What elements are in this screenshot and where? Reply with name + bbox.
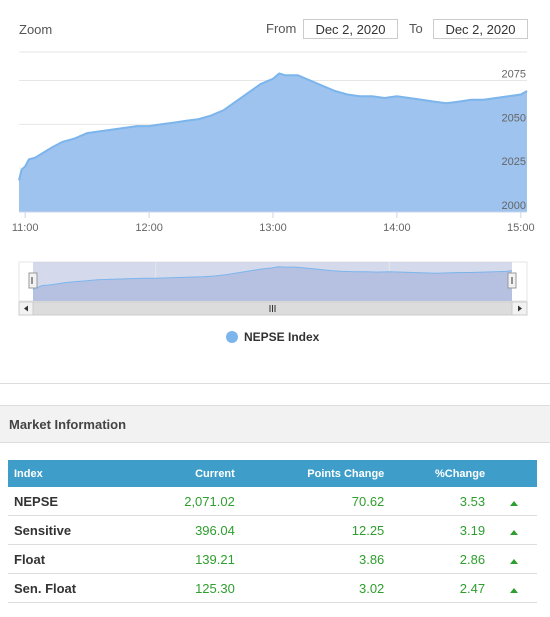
y-tick-label: 2075	[502, 69, 526, 81]
header-trend	[491, 460, 537, 487]
trend-cell	[491, 515, 537, 545]
trend-cell	[491, 544, 537, 574]
table-row: Sensitive 396.04 12.25 3.19	[8, 515, 537, 545]
header-pct-change: %Change	[390, 460, 492, 487]
current-value: 396.04	[114, 515, 241, 545]
to-label: To	[409, 21, 423, 36]
market-information-title: Market Information	[9, 417, 127, 432]
index-name: NEPSE	[8, 487, 115, 516]
legend-label[interactable]: NEPSE Index	[244, 330, 320, 344]
x-axis: 11:00 12:00 13:00 14:00 15:00	[12, 212, 535, 234]
current-value: 139.21	[114, 544, 241, 574]
legend[interactable]: NEPSE Index	[226, 330, 319, 344]
points-change: 3.86	[240, 544, 391, 574]
y-axis: 2000 2025 2050 2075	[502, 69, 526, 212]
up-arrow-icon	[510, 587, 519, 593]
x-tick-label: 13:00	[259, 222, 287, 234]
header-index: Index	[8, 460, 115, 487]
pct-change: 2.86	[390, 544, 492, 574]
x-tick-label: 15:00	[507, 222, 535, 234]
up-arrow-icon	[510, 500, 519, 506]
pct-change: 3.19	[390, 515, 492, 545]
up-arrow-icon	[510, 558, 519, 564]
chart-container: Zoom From Dec 2, 2020 To Dec 2, 2020 11:…	[12, 19, 535, 344]
table-row: Sen. Float 125.30 3.02 2.47	[8, 573, 537, 603]
header-points-change: Points Change	[240, 460, 391, 487]
table-row: NEPSE 2,071.02 70.62 3.53	[8, 487, 537, 516]
points-change: 3.02	[240, 573, 391, 603]
price-chart: 11:00 12:00 13:00 14:00 15:00 20002025205020…	[12, 51, 535, 316]
scrollbar[interactable]	[18, 301, 528, 316]
up-arrow-icon	[510, 529, 519, 535]
trend-cell	[491, 573, 537, 603]
x-tick-label: 14:00	[383, 222, 411, 234]
series-line	[18, 72, 528, 181]
zoom-label: Zoom	[19, 22, 53, 37]
pct-change: 2.47	[390, 573, 492, 603]
scroll-left-arrow-icon[interactable]	[24, 305, 28, 312]
index-name: Sensitive	[8, 515, 115, 545]
points-change: 12.25	[240, 515, 391, 545]
navigator-left-handle[interactable]	[28, 272, 38, 289]
legend-marker-icon	[226, 331, 238, 343]
index-name: Float	[8, 544, 115, 574]
y-tick-label: 2025	[502, 156, 526, 168]
index-name: Sen. Float	[8, 573, 115, 603]
section-divider	[0, 383, 550, 384]
pct-change: 3.53	[390, 487, 492, 516]
trend-cell	[491, 487, 537, 516]
scroll-right-arrow-icon[interactable]	[518, 305, 522, 312]
market-table: Index Current Points Change %Change NEPS…	[8, 460, 537, 603]
from-date-input[interactable]: Dec 2, 2020	[303, 19, 398, 39]
table-row: Float 139.21 3.86 2.86	[8, 544, 537, 574]
x-tick-label: 12:00	[135, 222, 163, 234]
y-tick-label: 2000	[502, 200, 526, 212]
to-date-input[interactable]: Dec 2, 2020	[433, 19, 528, 39]
points-change: 70.62	[240, 487, 391, 516]
navigator-line	[32, 266, 513, 291]
table-header-row: Index Current Points Change %Change	[8, 460, 537, 487]
current-value: 125.30	[114, 573, 241, 603]
series-area	[19, 73, 527, 212]
market-information-header: Market Information	[0, 405, 550, 443]
x-tick-label: 11:00	[12, 222, 39, 234]
navigator-area	[33, 266, 512, 301]
y-tick-label: 2050	[502, 112, 526, 124]
from-label: From	[266, 21, 297, 36]
header-current: Current	[114, 460, 241, 487]
current-value: 2,071.02	[114, 487, 241, 516]
